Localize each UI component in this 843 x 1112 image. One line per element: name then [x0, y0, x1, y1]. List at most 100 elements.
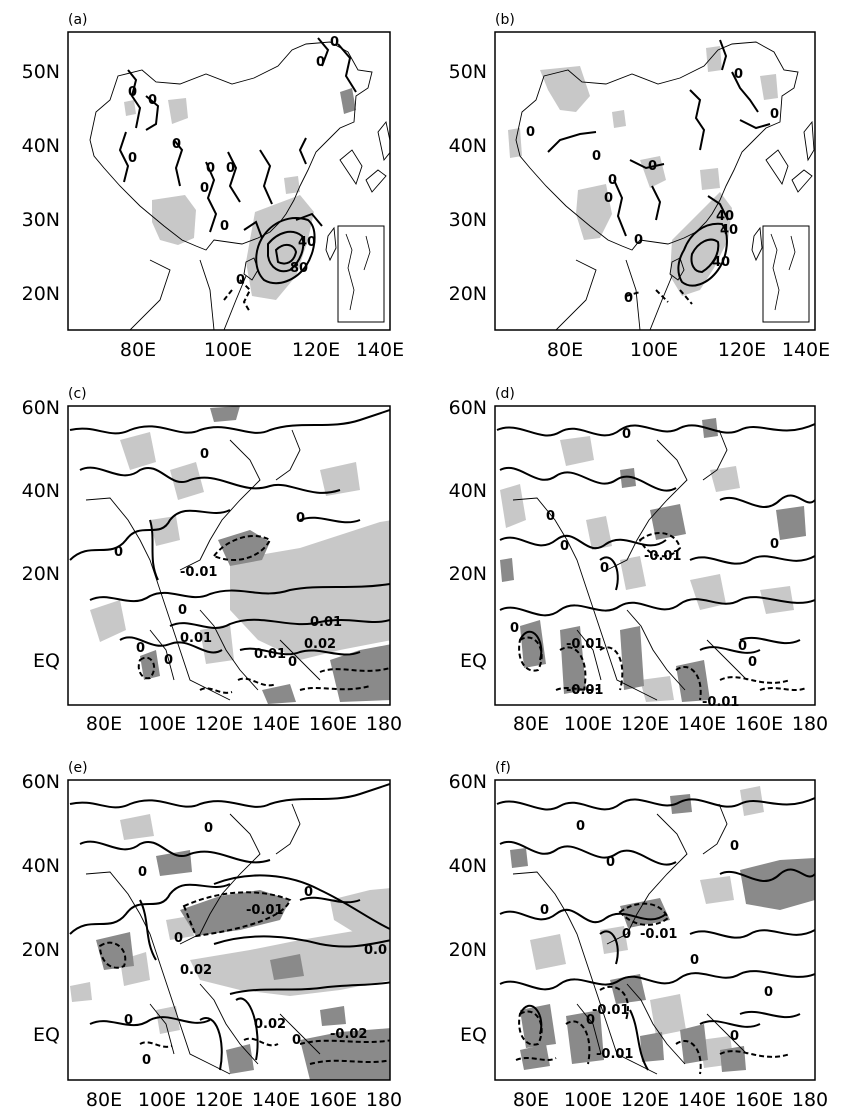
longitude-ticks: 80E 100E 120E 140E	[120, 339, 404, 361]
contour-labels: 0 0 0 0 0 0 0 0 40 40 40 0	[526, 67, 779, 306]
longitude-ticks: 80E 100E 120E 140E 160E 180	[86, 1089, 402, 1111]
contour-label: 0	[288, 655, 297, 670]
contour-label: 0	[136, 641, 145, 656]
panel-c: (c)	[22, 386, 403, 735]
panel-label: (f)	[495, 760, 511, 776]
strong-significance	[340, 88, 356, 114]
lon-tick-label: 80E	[120, 339, 156, 361]
lat-tick-label: 40N	[22, 480, 60, 502]
lon-tick-label: 180	[792, 713, 828, 735]
contour-label: -0.01	[566, 637, 603, 652]
lon-tick-label: 100E	[138, 713, 186, 735]
contour-label: 0	[690, 953, 699, 968]
lon-tick-label: 100E	[204, 339, 252, 361]
contours	[547, 39, 771, 287]
lon-tick-label: 140E	[678, 1089, 726, 1111]
contour-label: 0	[592, 149, 601, 164]
coastline	[85, 429, 321, 701]
latitude-ticks: 60N 40N 20N EQ	[449, 397, 487, 672]
contour-labels: 0 0 0 -0.01 0 0.01 0.01 0.02 0.01 0 0 0	[114, 447, 342, 670]
panel-b: (b)	[449, 12, 831, 361]
lat-tick-label: 20N	[449, 563, 487, 585]
map-frame	[494, 31, 816, 331]
contour-label: 0	[764, 985, 773, 1000]
contour-label: 0	[128, 151, 137, 166]
inset-box	[762, 225, 810, 323]
contour-label: 0	[148, 93, 157, 108]
map-frame	[67, 405, 391, 706]
panel-label: (a)	[68, 12, 88, 28]
contour-label: 0	[204, 821, 213, 836]
contour-label: 0	[624, 291, 633, 306]
contour-label: -0.02	[330, 1027, 367, 1042]
negative-contours	[137, 535, 390, 694]
contour-label: 0	[648, 159, 657, 174]
latitude-ticks: 50N 40N 30N 20N	[22, 61, 60, 305]
contour-label: 0	[296, 511, 305, 526]
negative-contours	[223, 279, 252, 313]
contour-label: 0	[510, 621, 519, 636]
contour-label: 0	[124, 1013, 133, 1028]
contour-label: 0	[748, 655, 757, 670]
contour-label: 0	[206, 161, 215, 176]
contour-label: 0	[622, 427, 631, 442]
contours	[69, 409, 390, 656]
negative-contours	[98, 891, 390, 1065]
lat-tick-label: EQ	[33, 650, 60, 672]
map-frame	[494, 405, 816, 706]
contour-label: -0.01	[640, 927, 677, 942]
contour-label: 0.02	[304, 637, 336, 652]
lat-tick-label: 20N	[22, 563, 60, 585]
contour-label: 0	[226, 161, 235, 176]
lon-tick-label: 120E	[621, 1089, 669, 1111]
contour-label: -0.01	[702, 695, 739, 710]
coastline	[512, 803, 748, 1075]
contour-label: 0.02	[180, 963, 212, 978]
panel-a: (a)	[22, 12, 405, 361]
contour-label: 0	[178, 603, 187, 618]
lat-tick-label: 30N	[22, 209, 60, 231]
lon-tick-label: 180	[792, 1089, 828, 1111]
contour-label: 0	[164, 653, 173, 668]
lat-tick-label: 20N	[22, 939, 60, 961]
lon-tick-label: 160E	[309, 713, 357, 735]
contour-label: 0	[304, 885, 313, 900]
contour-label: 0.0	[364, 943, 387, 958]
contour-label: 0.02	[254, 1017, 286, 1032]
map-area	[508, 39, 815, 330]
negative-contours	[625, 289, 693, 305]
contours	[496, 797, 815, 1071]
contour-label: 0	[730, 1029, 739, 1044]
lon-tick-label: 180	[366, 1089, 402, 1111]
negative-contours	[515, 902, 791, 1075]
lat-tick-label: 40N	[449, 855, 487, 877]
lat-tick-label: 50N	[22, 61, 60, 83]
contour-label: 0	[606, 855, 615, 870]
contour-label: 0	[738, 639, 747, 654]
contour-label: 0	[330, 35, 339, 50]
contour-label: 0	[172, 137, 181, 152]
contour-label: 0	[600, 561, 609, 576]
contour-label: -0.01	[644, 549, 681, 564]
lon-tick-label: 140E	[252, 1089, 300, 1111]
lon-tick-label: 140E	[782, 339, 830, 361]
contours	[118, 37, 357, 285]
lon-tick-label: 80E	[513, 1089, 549, 1111]
contour-label: 0	[634, 233, 643, 248]
latitude-ticks: 50N 40N 30N 20N	[449, 61, 487, 305]
coastline	[85, 803, 321, 1075]
lon-tick-label: 180	[366, 713, 402, 735]
strong-significance	[140, 406, 390, 704]
contour-label: 0	[576, 819, 585, 834]
lat-tick-label: 20N	[449, 283, 487, 305]
longitude-ticks: 80E 100E 120E 140E 160E 180	[513, 713, 828, 735]
contour-labels: 0 0 0 0 0 0 0 0 0 0 40 80 0	[128, 35, 339, 288]
lat-tick-label: 40N	[22, 135, 60, 157]
contour-label: 0	[770, 537, 779, 552]
contour-labels: 0 0 0 -0.01 0 0.02 0.0 0.02 0 -0.02 0 0	[124, 821, 387, 1068]
contour-label: 0	[128, 85, 137, 100]
contour-label: 0	[734, 67, 743, 82]
latitude-ticks: 60N 40N 20N EQ	[22, 397, 60, 672]
contour-label: 0	[540, 903, 549, 918]
lon-tick-label: 140E	[356, 339, 404, 361]
